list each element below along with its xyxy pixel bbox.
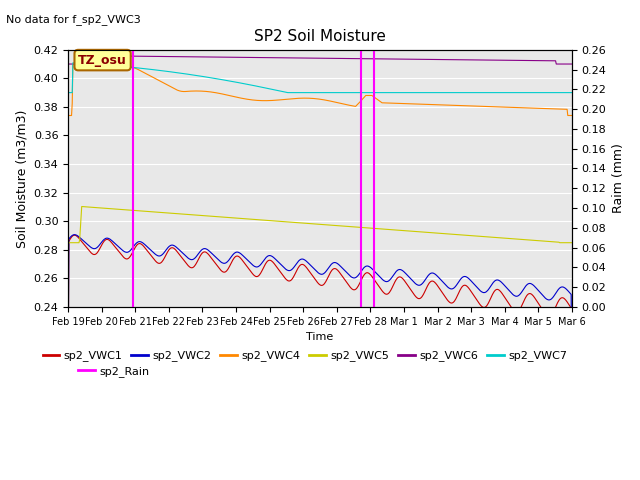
sp2_VWC4 <box>64 113 72 119</box>
sp2_VWC5 <box>280 219 287 225</box>
Y-axis label: Raim (mm): Raim (mm) <box>612 144 625 213</box>
sp2_VWC6 <box>438 57 446 62</box>
Line: sp2_VWC4: sp2_VWC4 <box>68 64 572 116</box>
sp2_VWC2 <box>67 234 74 240</box>
Line: sp2_VWC5: sp2_VWC5 <box>68 206 572 243</box>
sp2_VWC4 <box>69 61 77 67</box>
sp2_VWC1 <box>67 236 74 242</box>
sp2_VWC5 <box>64 240 72 246</box>
sp2_VWC4 <box>136 67 143 73</box>
sp2_VWC4 <box>568 113 576 119</box>
sp2_VWC6 <box>426 57 434 62</box>
sp2_VWC6 <box>280 55 287 60</box>
sp2_VWC4 <box>438 102 446 108</box>
sp2_VWC1 <box>568 420 576 425</box>
sp2_VWC4 <box>280 96 287 102</box>
sp2_VWC2 <box>136 239 143 244</box>
Y-axis label: Soil Moisture (m3/m3): Soil Moisture (m3/m3) <box>15 109 28 248</box>
sp2_VWC4 <box>299 95 307 101</box>
Line: sp2_VWC2: sp2_VWC2 <box>68 235 572 413</box>
sp2_VWC1 <box>438 290 446 296</box>
Text: TZ_osu: TZ_osu <box>78 54 127 67</box>
sp2_VWC6 <box>67 61 74 67</box>
Line: sp2_VWC7: sp2_VWC7 <box>68 63 572 93</box>
Title: SP2 Soil Moisture: SP2 Soil Moisture <box>254 29 386 44</box>
sp2_VWC7 <box>136 65 143 71</box>
sp2_VWC7 <box>280 89 287 95</box>
Line: sp2_VWC1: sp2_VWC1 <box>68 235 572 422</box>
sp2_VWC6 <box>64 61 72 67</box>
sp2_VWC7 <box>438 90 446 96</box>
sp2_VWC1 <box>299 262 307 267</box>
sp2_VWC5 <box>438 230 446 236</box>
sp2_VWC6 <box>299 55 307 61</box>
sp2_VWC1 <box>280 274 287 279</box>
sp2_VWC2 <box>70 232 78 238</box>
sp2_VWC7 <box>568 90 576 96</box>
sp2_VWC2 <box>568 410 576 416</box>
sp2_VWC7 <box>67 90 74 96</box>
sp2_VWC2 <box>280 264 287 270</box>
sp2_VWC5 <box>426 230 434 236</box>
sp2_VWC5 <box>78 204 86 209</box>
sp2_VWC5 <box>568 240 576 246</box>
sp2_VWC1 <box>70 232 78 238</box>
sp2_VWC5 <box>136 208 143 214</box>
Legend: sp2_Rain: sp2_Rain <box>74 361 154 381</box>
sp2_VWC2 <box>438 278 446 284</box>
sp2_VWC5 <box>299 220 307 226</box>
sp2_VWC1 <box>64 375 72 381</box>
X-axis label: Time: Time <box>307 332 333 342</box>
sp2_VWC7 <box>299 90 307 96</box>
sp2_VWC6 <box>81 53 89 59</box>
sp2_VWC2 <box>299 256 307 262</box>
sp2_VWC1 <box>136 240 143 246</box>
sp2_VWC1 <box>426 279 434 285</box>
Text: No data for f_sp2_VWC3: No data for f_sp2_VWC3 <box>6 14 141 25</box>
sp2_VWC7 <box>426 90 434 96</box>
sp2_VWC6 <box>136 53 143 59</box>
Line: sp2_VWC6: sp2_VWC6 <box>68 56 572 64</box>
sp2_VWC6 <box>568 61 576 67</box>
sp2_VWC4 <box>67 113 74 119</box>
sp2_VWC7 <box>64 90 72 96</box>
sp2_VWC2 <box>64 373 72 379</box>
sp2_VWC4 <box>426 102 434 108</box>
sp2_VWC7 <box>69 60 77 66</box>
sp2_VWC2 <box>426 271 434 276</box>
sp2_VWC5 <box>67 240 74 246</box>
